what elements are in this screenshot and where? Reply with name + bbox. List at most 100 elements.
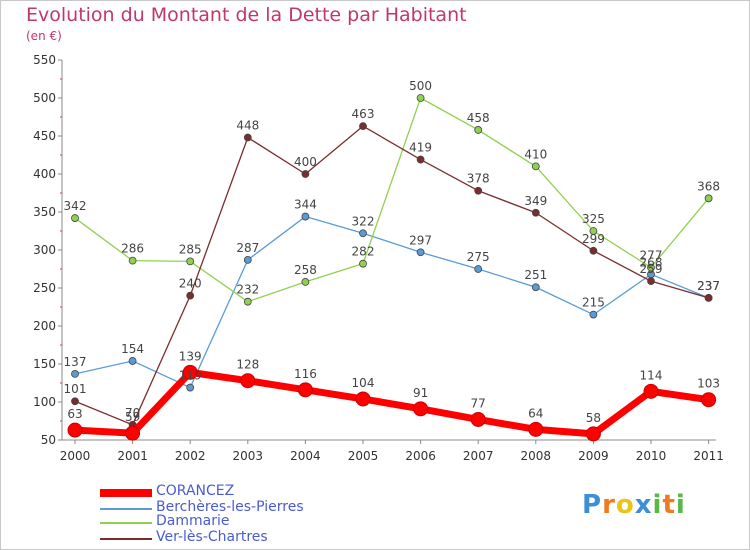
legend-swatch	[100, 508, 152, 510]
y-tick-label: 50	[41, 433, 56, 447]
data-point	[359, 122, 367, 131]
data-point	[359, 259, 367, 268]
data-point	[416, 248, 425, 257]
data-point	[589, 246, 598, 255]
data-label: 215	[582, 296, 605, 310]
data-point	[125, 425, 141, 441]
data-label: 128	[236, 358, 259, 372]
data-point	[243, 133, 252, 142]
data-point	[589, 310, 598, 319]
data-label: 259	[640, 262, 663, 276]
data-label: 119	[179, 369, 202, 383]
chart-title: Evolution du Montant de la Dette par Hab…	[26, 4, 467, 26]
data-point	[531, 208, 540, 217]
data-point	[359, 229, 367, 238]
data-label: 349	[524, 194, 547, 208]
data-point	[186, 291, 195, 300]
legend-swatch	[100, 522, 152, 524]
logo-letter: r	[602, 490, 616, 520]
y-tick-label: 350	[33, 205, 56, 219]
logo-letter: i	[652, 490, 663, 520]
data-point	[704, 194, 713, 203]
data-label: 103	[697, 377, 720, 391]
x-tick-label: 2007	[463, 449, 494, 463]
data-point	[186, 257, 195, 266]
y-tick-label: 100	[33, 395, 56, 409]
data-point	[474, 126, 483, 134]
y-tick-label: 150	[33, 357, 56, 371]
x-tick-label: 2005	[348, 449, 379, 463]
data-point	[243, 255, 252, 264]
logo-letter: x	[634, 490, 653, 520]
data-label: 458	[467, 111, 490, 125]
data-point	[416, 155, 425, 164]
data-point	[71, 369, 79, 378]
data-point	[531, 283, 540, 292]
data-point	[416, 94, 425, 102]
data-label: 419	[409, 141, 432, 155]
logo-letter: o	[615, 490, 635, 520]
data-point	[413, 401, 429, 417]
x-tick-label: 2000	[60, 449, 91, 463]
y-tick-label: 500	[33, 91, 56, 105]
data-point	[589, 227, 598, 235]
data-label: 275	[467, 250, 490, 264]
x-tick-label: 2004	[290, 449, 321, 463]
data-point	[531, 162, 540, 171]
data-label: 268	[640, 255, 663, 269]
data-point	[643, 383, 659, 399]
data-label: 116	[294, 367, 317, 381]
y-tick-label: 400	[33, 167, 56, 181]
chart-subtitle: (en €)	[26, 29, 62, 43]
data-label: 287	[236, 241, 259, 255]
data-point	[128, 357, 137, 365]
data-point	[240, 373, 256, 389]
data-label: 139	[179, 349, 202, 363]
data-label: 282	[352, 245, 375, 259]
data-point	[474, 186, 483, 195]
data-point	[297, 382, 313, 398]
data-label: 91	[413, 386, 428, 400]
x-tick-label: 2001	[117, 449, 148, 463]
data-label: 500	[409, 79, 432, 93]
data-label: 378	[467, 172, 490, 186]
data-label: 286	[121, 242, 144, 256]
data-label: 240	[179, 277, 202, 291]
legend-label: Berchères-les-Pierres	[156, 499, 304, 515]
data-point	[355, 391, 371, 407]
legend-swatch	[100, 538, 152, 540]
logo-letter: i	[675, 490, 686, 520]
data-point	[470, 411, 486, 427]
data-point	[474, 265, 483, 273]
logo-letter: P	[582, 490, 603, 520]
data-label: 410	[524, 147, 547, 161]
x-tick-label: 2008	[521, 449, 552, 463]
x-tick-label: 2006	[405, 449, 436, 463]
data-point	[647, 277, 655, 286]
data-label: 154	[121, 342, 144, 356]
data-label: 299	[582, 232, 605, 246]
data-label: 400	[294, 155, 317, 169]
data-label: 58	[586, 411, 601, 425]
y-tick-label: 250	[33, 281, 56, 295]
data-label: 325	[582, 212, 605, 226]
data-label: 63	[67, 407, 82, 421]
data-label: 342	[64, 199, 87, 213]
data-point	[528, 421, 544, 437]
data-point	[128, 256, 137, 265]
data-point	[647, 263, 655, 272]
x-tick-label: 2009	[578, 449, 609, 463]
data-label: 237	[697, 279, 720, 293]
proxiti-logo: Proxiti	[582, 490, 686, 520]
data-point	[243, 297, 252, 306]
series-line	[74, 97, 710, 303]
y-tick-label: 550	[33, 53, 56, 67]
data-point	[71, 214, 79, 222]
y-tick-label: 300	[33, 243, 56, 257]
data-label: 448	[236, 119, 259, 133]
y-tick-label: 200	[33, 319, 56, 333]
data-label: 368	[697, 179, 720, 193]
x-tick-label: 2003	[233, 449, 264, 463]
